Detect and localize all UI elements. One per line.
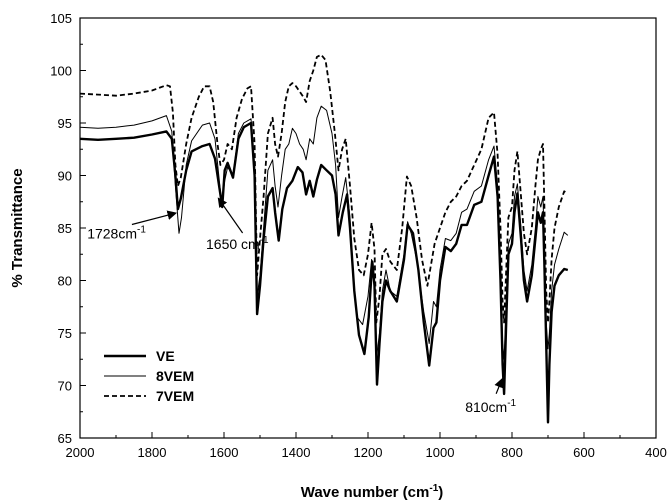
y-axis-title: % Transmittance xyxy=(9,168,26,287)
series-line-ve xyxy=(79,121,569,424)
y-tick-label: 95 xyxy=(58,116,72,131)
legend-label-7vem: 7VEM xyxy=(156,388,194,404)
annotation-label-1: 1728cm-1 xyxy=(87,225,146,242)
series-line-7vem xyxy=(79,53,569,324)
y-tick-label: 75 xyxy=(58,326,72,341)
x-tick-label: 1000 xyxy=(426,445,455,460)
axis-ticks: 2000 1800 1600 1400 1200 1000 800 600 400 65 70 75 8… xyxy=(50,11,667,460)
x-tick-label: 2000 xyxy=(66,445,95,460)
legend: VE 8VEM 7VEM xyxy=(104,348,194,404)
x-tick-label: 600 xyxy=(573,445,595,460)
annotation-label-3: 810cm-1 xyxy=(465,398,516,415)
x-tick-label: 1600 xyxy=(210,445,239,460)
x-tick-label: 800 xyxy=(501,445,523,460)
x-axis-title-sup: -1 xyxy=(429,483,438,494)
x-tick-label: 1400 xyxy=(282,445,311,460)
annotations-group: 1728cm-1 1650 cm-1 810cm-1 xyxy=(87,197,517,415)
y-tick-label: 100 xyxy=(50,64,72,79)
y-tick-label: 65 xyxy=(58,431,72,446)
annotation-label-2: 1650 cm-1 xyxy=(206,235,269,252)
legend-label-8vem: 8VEM xyxy=(156,368,194,384)
y-tick-label: 80 xyxy=(58,274,72,289)
x-axis-title: Wave number (cm-1) xyxy=(301,483,444,501)
x-tick-label: 1800 xyxy=(138,445,167,460)
x-axis-title-end: ) xyxy=(438,484,443,501)
x-tick-label: 400 xyxy=(645,445,667,460)
legend-label-ve: VE xyxy=(156,348,175,364)
annotation-arrow-2 xyxy=(217,197,244,234)
y-tick-label: 105 xyxy=(50,11,72,26)
x-tick-label: 1200 xyxy=(354,445,383,460)
series-line-8vem xyxy=(79,105,569,360)
y-tick-label: 85 xyxy=(58,221,72,236)
series-group xyxy=(79,53,569,424)
y-tick-label: 70 xyxy=(58,379,72,394)
annotation-arrow-3 xyxy=(494,377,504,394)
y-tick-label: 90 xyxy=(58,169,72,184)
annotation-arrow-1 xyxy=(131,210,178,226)
x-axis-title-main: Wave number (cm xyxy=(301,484,430,501)
